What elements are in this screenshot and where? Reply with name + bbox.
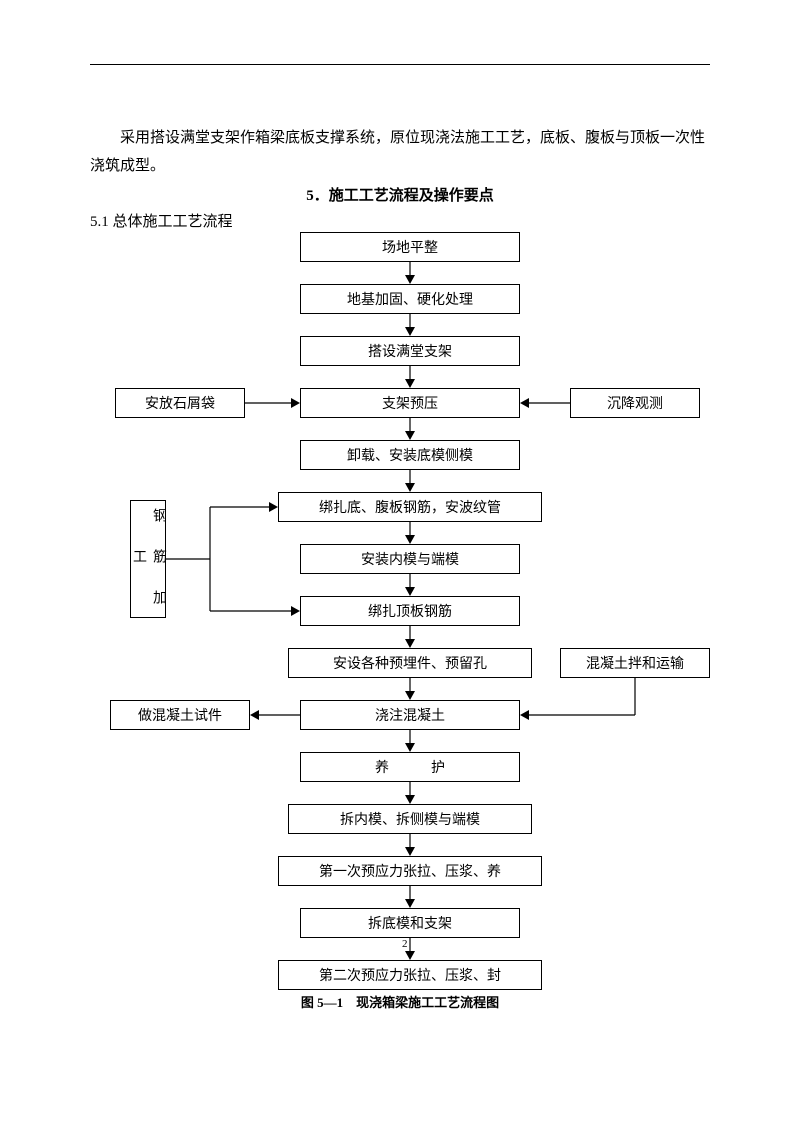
node-settlement: 沉降观测: [570, 388, 700, 418]
node-stone-bags: 安放石屑袋: [115, 388, 245, 418]
subsection-heading: 5.1 总体施工工艺流程: [90, 210, 233, 231]
node-prestress-1: 第一次预应力张拉、压浆、养: [278, 856, 542, 886]
node-specimen: 做混凝土试件: [110, 700, 250, 730]
node-strip-bottom: 拆底模和支架: [300, 908, 520, 938]
node-foundation: 地基加固、硬化处理: [300, 284, 520, 314]
node-rebar-prep: 钢 筋 加 工: [130, 500, 166, 618]
node-site-leveling: 场地平整: [300, 232, 520, 262]
node-rebar-top: 绑扎顶板钢筋: [300, 596, 520, 626]
node-inner-form: 安装内模与端模: [300, 544, 520, 574]
node-cure: 养 护: [300, 752, 520, 782]
node-rebar-bottom: 绑扎底、腹板钢筋，安波纹管: [278, 492, 542, 522]
node-pour: 浇注混凝土: [300, 700, 520, 730]
figure-caption: 图 5—1 现浇箱梁施工工艺流程图: [0, 992, 800, 1011]
intro-paragraph: 采用搭设满堂支架作箱梁底板支撑系统，原位现浇法施工工艺，底板、腹板与顶板一次性浇…: [90, 124, 710, 180]
top-rule: [90, 64, 710, 65]
node-strip-inner: 拆内模、拆侧模与端模: [288, 804, 532, 834]
node-preload: 支架预压: [300, 388, 520, 418]
page-number: 2: [402, 938, 408, 950]
node-scaffold: 搭设满堂支架: [300, 336, 520, 366]
node-prestress-2: 第二次预应力张拉、压浆、封: [278, 960, 542, 990]
node-embeds: 安设各种预埋件、预留孔: [288, 648, 532, 678]
page: 采用搭设满堂支架作箱梁底板支撑系统，原位现浇法施工工艺，底板、腹板与顶板一次性浇…: [0, 0, 800, 1132]
node-bottom-form: 卸载、安装底模侧模: [300, 440, 520, 470]
section-heading: 5．施工工艺流程及操作要点: [0, 184, 800, 205]
node-mix-transport: 混凝土拌和运输: [560, 648, 710, 678]
